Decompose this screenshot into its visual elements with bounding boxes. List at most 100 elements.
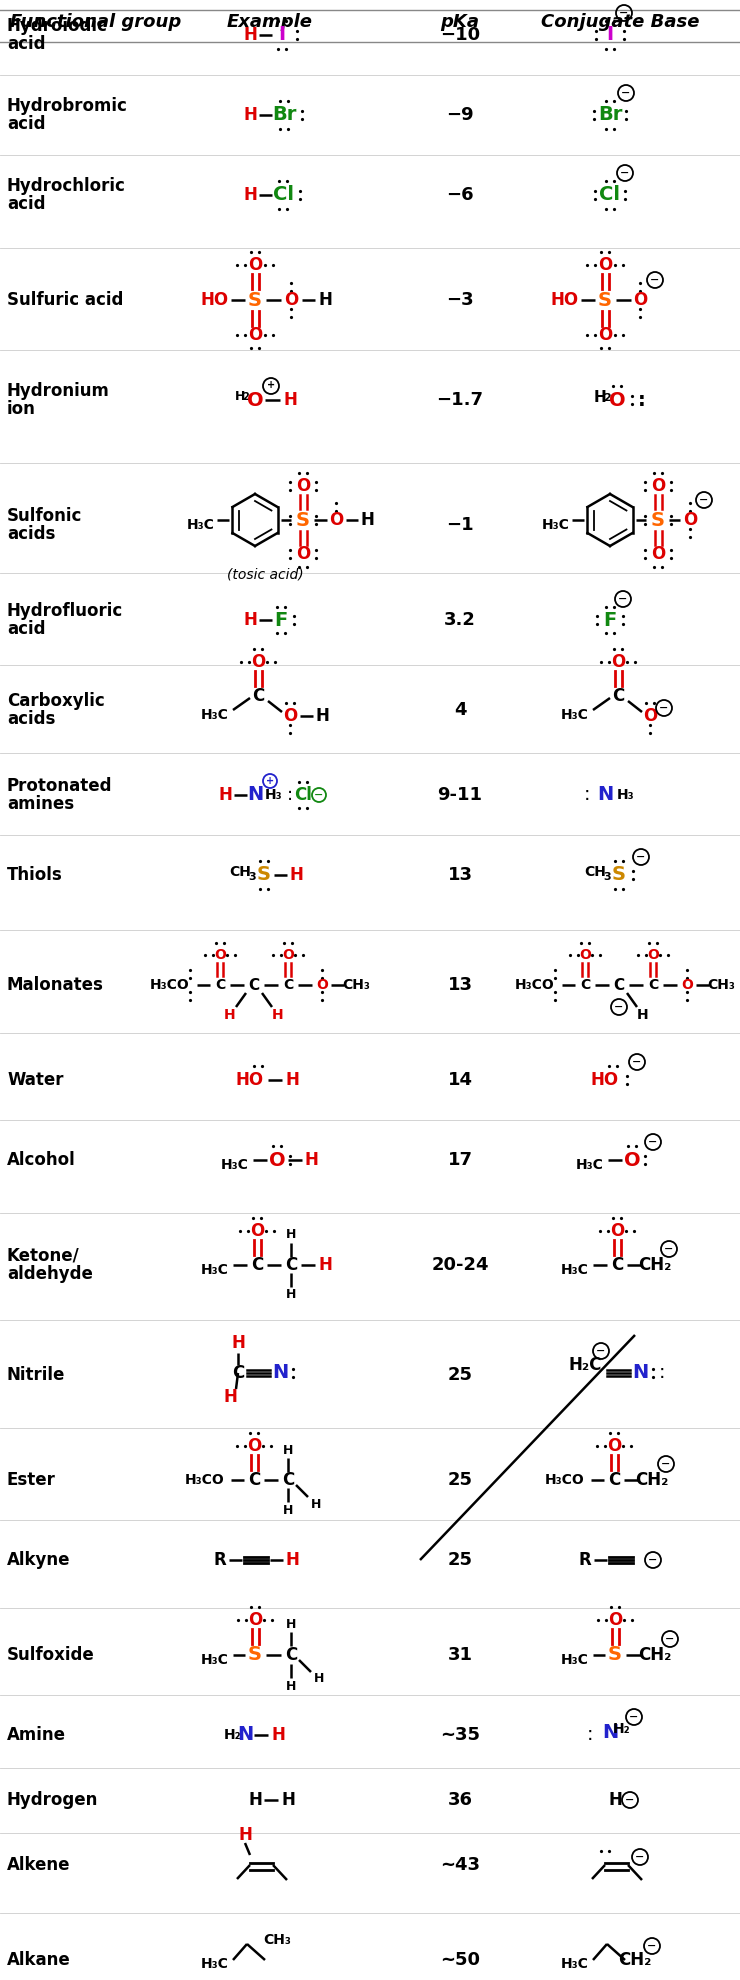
Text: O: O bbox=[316, 978, 328, 992]
Text: C: C bbox=[608, 1471, 620, 1489]
Text: −6: −6 bbox=[446, 186, 474, 204]
Text: Alkane: Alkane bbox=[7, 1950, 71, 1968]
Text: Ketone/: Ketone/ bbox=[7, 1247, 80, 1265]
Text: −: − bbox=[648, 1137, 658, 1146]
Text: −: − bbox=[614, 1002, 624, 1012]
Text: N: N bbox=[272, 1364, 288, 1382]
Text: (tosic acid): (tosic acid) bbox=[226, 568, 303, 582]
Text: Alkene: Alkene bbox=[7, 1855, 70, 1873]
Text: O: O bbox=[269, 1150, 286, 1170]
Text: H₂C: H₂C bbox=[568, 1356, 602, 1374]
Text: H: H bbox=[608, 1792, 622, 1810]
Text: C: C bbox=[648, 978, 658, 992]
Text: Water: Water bbox=[7, 1071, 64, 1089]
Text: F: F bbox=[603, 610, 616, 630]
Text: −: − bbox=[636, 851, 646, 861]
Text: aldehyde: aldehyde bbox=[7, 1265, 93, 1283]
Text: H₂: H₂ bbox=[613, 1723, 630, 1736]
Text: acid: acid bbox=[7, 194, 45, 214]
Text: −: − bbox=[648, 1554, 658, 1564]
Text: H: H bbox=[218, 786, 232, 804]
Text: 13: 13 bbox=[448, 976, 473, 994]
Text: −: − bbox=[659, 703, 669, 713]
Text: HO: HO bbox=[551, 291, 579, 309]
Text: CH: CH bbox=[584, 865, 606, 879]
Text: O: O bbox=[283, 707, 297, 725]
Text: Hydronium: Hydronium bbox=[7, 382, 110, 400]
Text: H: H bbox=[318, 291, 332, 309]
Text: H₃CO: H₃CO bbox=[150, 978, 190, 992]
Text: O: O bbox=[248, 255, 262, 273]
Text: H₃C: H₃C bbox=[561, 1263, 589, 1277]
Text: 25: 25 bbox=[448, 1366, 473, 1384]
Text: −: − bbox=[665, 1634, 675, 1643]
Text: C: C bbox=[248, 1471, 260, 1489]
Text: 31: 31 bbox=[448, 1645, 473, 1663]
Text: H: H bbox=[272, 1008, 284, 1022]
Text: H: H bbox=[315, 707, 329, 725]
Text: C: C bbox=[282, 1471, 294, 1489]
Text: −: − bbox=[665, 1243, 673, 1253]
Text: −: − bbox=[622, 87, 630, 97]
Text: :: : bbox=[638, 390, 646, 410]
Text: :: : bbox=[587, 1725, 593, 1744]
Text: CH₂: CH₂ bbox=[619, 1950, 652, 1968]
Text: Malonates: Malonates bbox=[7, 976, 104, 994]
Text: H: H bbox=[289, 865, 303, 883]
Text: 2: 2 bbox=[603, 392, 611, 404]
Text: H₃CO: H₃CO bbox=[515, 978, 555, 992]
Text: I: I bbox=[607, 26, 613, 44]
Text: H: H bbox=[360, 511, 374, 529]
Text: −: − bbox=[699, 495, 709, 505]
Text: S: S bbox=[248, 291, 262, 309]
Text: H: H bbox=[224, 1008, 236, 1022]
Text: S: S bbox=[598, 291, 612, 309]
Text: +: + bbox=[267, 380, 275, 390]
Text: 3: 3 bbox=[248, 871, 256, 881]
Text: 3.2: 3.2 bbox=[444, 612, 476, 630]
Text: O: O bbox=[611, 653, 625, 671]
Text: N: N bbox=[602, 1723, 618, 1742]
Text: S: S bbox=[608, 1645, 622, 1665]
Text: C: C bbox=[232, 1364, 244, 1382]
Text: acid: acid bbox=[7, 620, 45, 638]
Text: O: O bbox=[251, 653, 265, 671]
Text: O: O bbox=[329, 511, 343, 529]
Text: Cl: Cl bbox=[599, 186, 621, 204]
Text: H: H bbox=[223, 1388, 237, 1406]
Text: O: O bbox=[633, 291, 647, 309]
Text: Cl: Cl bbox=[294, 786, 312, 804]
Text: N: N bbox=[247, 786, 263, 804]
Text: Sulfonic: Sulfonic bbox=[7, 507, 82, 525]
Text: O: O bbox=[608, 1612, 622, 1630]
Text: H₃C: H₃C bbox=[561, 709, 589, 723]
Text: H: H bbox=[243, 612, 257, 630]
Text: 13: 13 bbox=[448, 865, 473, 883]
Text: Protonated: Protonated bbox=[7, 776, 112, 796]
Text: H₃C: H₃C bbox=[201, 1956, 229, 1970]
Text: H₃C: H₃C bbox=[561, 1956, 589, 1970]
Text: CH₂: CH₂ bbox=[639, 1255, 672, 1273]
Text: −: − bbox=[662, 1459, 670, 1469]
Text: Example: Example bbox=[227, 14, 313, 32]
Text: amines: amines bbox=[7, 796, 74, 814]
Text: C: C bbox=[249, 978, 260, 992]
Text: C: C bbox=[283, 978, 293, 992]
Text: O: O bbox=[296, 477, 310, 495]
Text: O: O bbox=[598, 255, 612, 273]
Text: H: H bbox=[248, 1792, 262, 1810]
Text: H: H bbox=[286, 1289, 296, 1301]
Text: acids: acids bbox=[7, 525, 56, 543]
Text: 25: 25 bbox=[448, 1471, 473, 1489]
Text: acid: acid bbox=[7, 36, 45, 53]
Text: −: − bbox=[632, 1057, 642, 1067]
Text: CH: CH bbox=[229, 865, 251, 879]
Text: HO: HO bbox=[236, 1071, 264, 1089]
Text: 25: 25 bbox=[448, 1550, 473, 1568]
Text: H: H bbox=[243, 107, 257, 125]
Text: 4: 4 bbox=[454, 701, 466, 719]
Text: 3: 3 bbox=[603, 871, 610, 881]
Text: Ester: Ester bbox=[7, 1471, 56, 1489]
Text: C: C bbox=[215, 978, 225, 992]
Text: C: C bbox=[613, 978, 625, 992]
